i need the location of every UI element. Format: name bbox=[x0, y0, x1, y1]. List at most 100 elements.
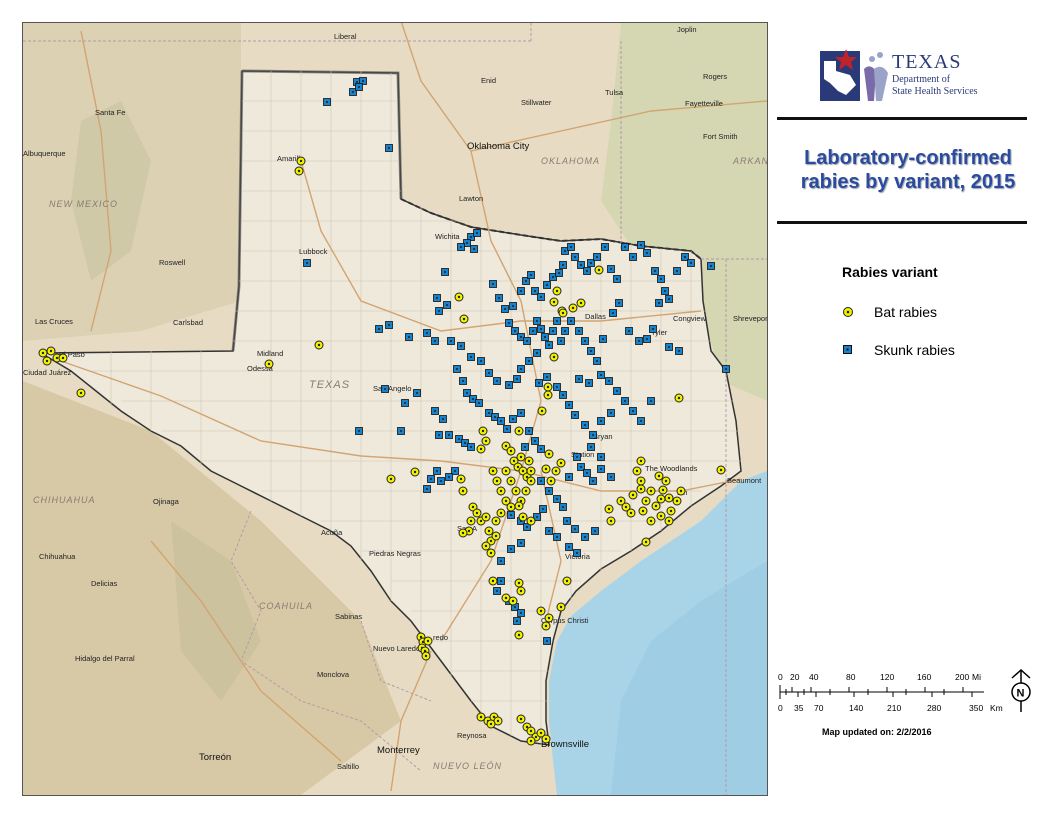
skunk-rabies-marker-center bbox=[438, 310, 440, 312]
map-canvas[interactable]: Liberal Joplin Santa Fe Enid Tulsa Roger… bbox=[23, 23, 767, 795]
skunk-rabies-marker-center bbox=[624, 400, 626, 402]
skunk-rabies-marker-center bbox=[528, 360, 530, 362]
skunk-rabies-marker-center bbox=[460, 345, 462, 347]
skunk-rabies-marker-center bbox=[602, 338, 604, 340]
bat-rabies-marker-center bbox=[529, 469, 533, 473]
skunk-rabies-marker-center bbox=[640, 244, 642, 246]
label-fort-smith: Fort Smith bbox=[703, 132, 738, 141]
label-dallas: Dallas bbox=[585, 312, 606, 321]
skunk-rabies-marker-center bbox=[532, 330, 534, 332]
skunk-rabies-marker-center bbox=[540, 296, 542, 298]
bat-rabies-marker-center bbox=[624, 505, 628, 509]
bat-rabies-marker-center bbox=[639, 487, 643, 491]
skunk-rabies-marker-center bbox=[552, 330, 554, 332]
skunk-rabies-marker-center bbox=[558, 272, 560, 274]
skunk-rabies-marker-center bbox=[580, 264, 582, 266]
skunk-rabies-marker-center bbox=[480, 360, 482, 362]
skunk-rabies-marker-center bbox=[434, 340, 436, 342]
skunk-rabies-marker-center bbox=[438, 434, 440, 436]
skunk-rabies-marker-center bbox=[478, 402, 480, 404]
bat-rabies-marker-center bbox=[719, 468, 723, 472]
label-monclova: Monclova bbox=[317, 670, 350, 679]
skunk-rabies-marker-center bbox=[512, 305, 514, 307]
bat-rabies-marker-center bbox=[529, 729, 533, 733]
skunk-rabies-marker-center bbox=[488, 372, 490, 374]
bat-rabies-marker-center bbox=[481, 429, 485, 433]
bat-rabies-marker-center bbox=[413, 470, 417, 474]
label-midland: Midland bbox=[257, 349, 283, 358]
skunk-rabies-marker-center bbox=[534, 290, 536, 292]
skunk-rabies-marker-center bbox=[444, 271, 446, 273]
bat-rabies-marker-center bbox=[489, 539, 493, 543]
scale-km-210: 210 bbox=[887, 703, 901, 713]
skunk-rabies-marker-center bbox=[426, 332, 428, 334]
skunk-rabies-layer bbox=[303, 77, 730, 645]
north-label: N bbox=[1017, 688, 1025, 700]
label-chihuahua-state: CHIHUAHUA bbox=[33, 495, 96, 505]
bat-rabies-marker-center bbox=[475, 511, 479, 515]
scale-mi-80: 80 bbox=[846, 672, 856, 682]
skunk-rabies-marker-center bbox=[470, 446, 472, 448]
skunk-rabies-marker-center bbox=[586, 270, 588, 272]
skunk-rabies-marker-center bbox=[574, 256, 576, 258]
state-boundaries bbox=[23, 23, 767, 795]
skunk-marker-icon bbox=[843, 345, 852, 354]
skunk-rabies-marker-center bbox=[496, 380, 498, 382]
skunk-rabies-marker-center bbox=[590, 262, 592, 264]
skunk-rabies-marker-center bbox=[462, 380, 464, 382]
skunk-rabies-marker-center bbox=[500, 560, 502, 562]
label-carlsbad: Carlsbad bbox=[173, 318, 203, 327]
skunk-rabies-marker-center bbox=[684, 256, 686, 258]
skunk-rabies-marker-center bbox=[358, 86, 360, 88]
legend-item-bat: Bat rabies bbox=[842, 304, 937, 320]
skunk-rabies-marker-center bbox=[352, 91, 354, 93]
north-arrow-icon: N bbox=[1006, 668, 1036, 719]
bat-rabies-marker-center bbox=[529, 519, 533, 523]
bat-rabies-marker-center bbox=[546, 385, 550, 389]
map-labels: Liberal Joplin Santa Fe Enid Tulsa Roger… bbox=[23, 25, 767, 771]
bat-rabies-marker-center bbox=[659, 514, 663, 518]
skunk-rabies-marker-center bbox=[544, 336, 546, 338]
bat-rabies-marker-center bbox=[609, 519, 613, 523]
bat-rabies-marker-center bbox=[544, 467, 548, 471]
bat-rabies-marker-center bbox=[55, 356, 59, 360]
skunk-rabies-marker-center bbox=[534, 440, 536, 442]
label-monterrey: Monterrey bbox=[377, 745, 420, 756]
bat-rabies-marker-center bbox=[61, 356, 65, 360]
label-el-paso: El Paso bbox=[59, 350, 85, 359]
label-laredo: redo bbox=[433, 633, 448, 642]
bat-rabies-marker-center bbox=[509, 449, 513, 453]
skunk-rabies-marker-center bbox=[454, 470, 456, 472]
bat-rabies-marker-center bbox=[484, 439, 488, 443]
scale-mi-unit: Mi bbox=[972, 672, 981, 682]
bat-rabies-marker-center bbox=[669, 509, 673, 513]
skunk-rabies-marker-center bbox=[574, 528, 576, 530]
label-las-cruces: Las Cruces bbox=[35, 317, 73, 326]
bat-rabies-marker-center bbox=[426, 639, 430, 643]
title-rule-top bbox=[777, 117, 1027, 120]
skunk-rabies-marker-center bbox=[632, 256, 634, 258]
label-san-angelo: San Angelo bbox=[373, 384, 411, 393]
bat-rabies-marker-center bbox=[479, 715, 483, 719]
skunk-rabies-marker-center bbox=[378, 328, 380, 330]
skunk-rabies-marker-center bbox=[450, 340, 452, 342]
bat-rabies-marker-center bbox=[639, 459, 643, 463]
bat-rabies-marker-center bbox=[495, 479, 499, 483]
skunk-rabies-marker-center bbox=[536, 516, 538, 518]
label-ojinaga: Ojinaga bbox=[153, 497, 180, 506]
skunk-rabies-marker-center bbox=[640, 420, 642, 422]
bat-rabies-marker-center bbox=[461, 531, 465, 535]
label-fayetteville: Fayetteville bbox=[685, 99, 723, 108]
skunk-rabies-marker-center bbox=[520, 412, 522, 414]
skunk-rabies-marker-center bbox=[584, 536, 586, 538]
skunk-rabies-marker-center bbox=[556, 536, 558, 538]
skunk-rabies-marker-center bbox=[516, 620, 518, 622]
skunk-rabies-marker-center bbox=[496, 590, 498, 592]
map-frame[interactable]: Liberal Joplin Santa Fe Enid Tulsa Roger… bbox=[22, 22, 768, 796]
bat-rabies-marker-center bbox=[469, 519, 473, 523]
label-shreveport: Shreveport bbox=[733, 314, 767, 323]
skunk-rabies-marker-center bbox=[448, 434, 450, 436]
skunk-rabies-marker-center bbox=[556, 386, 558, 388]
bat-rabies-marker-center bbox=[491, 469, 495, 473]
skunk-rabies-marker-center bbox=[650, 400, 652, 402]
